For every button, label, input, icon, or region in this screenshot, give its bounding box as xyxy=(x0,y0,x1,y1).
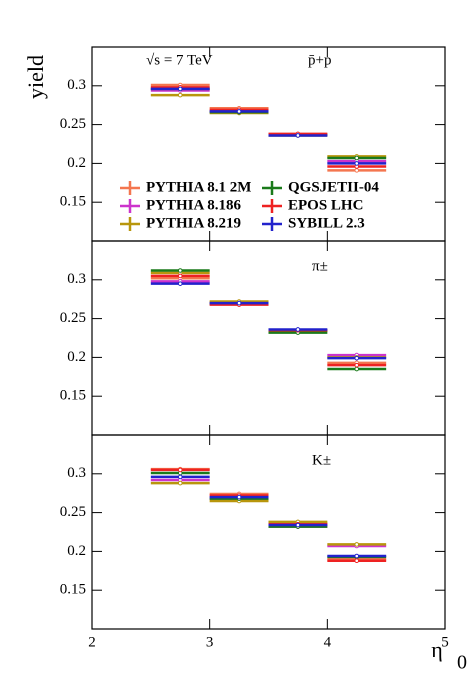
point xyxy=(295,522,301,528)
point xyxy=(236,109,242,114)
point xyxy=(177,474,183,480)
point xyxy=(354,362,360,368)
point xyxy=(354,355,360,361)
x-tick-label: 2 xyxy=(88,634,96,650)
annotation: p̄+p xyxy=(308,52,331,68)
legend-label: SYBILL 2.3 xyxy=(288,215,365,231)
point xyxy=(177,92,183,98)
point xyxy=(177,268,183,273)
annotation: π± xyxy=(312,258,328,274)
y-axis-label: yield xyxy=(23,55,48,99)
x-tick-label: 5 xyxy=(441,634,449,650)
point xyxy=(354,558,360,564)
frame xyxy=(91,46,446,242)
frame xyxy=(91,240,446,436)
y-tick-label: 0.3 xyxy=(67,271,86,287)
point xyxy=(354,155,360,161)
x-axis-label: η xyxy=(431,637,443,662)
point xyxy=(354,366,360,372)
annotation: K± xyxy=(312,452,331,468)
y-tick-label: 0.3 xyxy=(67,77,86,93)
point xyxy=(177,281,183,286)
point xyxy=(354,553,360,559)
x-tick-label: 4 xyxy=(324,634,332,650)
annotation: √s = 7 TeV xyxy=(146,52,213,68)
y-tick-label: 0.2 xyxy=(67,349,86,365)
legend-label: PYTHIA 8.1 2M xyxy=(146,179,251,195)
y-tick-label: 0.2 xyxy=(67,155,86,171)
point xyxy=(354,161,360,166)
y-tick-label: 0.15 xyxy=(60,388,86,404)
annotation: 0 xyxy=(457,652,467,674)
y-tick-label: 0.2 xyxy=(67,543,86,559)
legend-label: PYTHIA 8.186 xyxy=(146,197,242,213)
y-tick-label: 0.15 xyxy=(60,582,86,598)
y-tick-label: 0.25 xyxy=(60,504,86,520)
legend-label: QGSJETII-04 xyxy=(288,179,379,195)
point xyxy=(177,467,183,473)
frame xyxy=(91,434,446,630)
y-tick-label: 0.25 xyxy=(60,116,86,132)
point xyxy=(236,494,242,500)
legend-label: PYTHIA 8.219 xyxy=(146,215,241,231)
point xyxy=(236,300,242,306)
point xyxy=(295,133,301,138)
y-tick-label: 0.25 xyxy=(60,310,86,326)
point xyxy=(354,168,360,173)
legend-label: EPOS LHC xyxy=(288,197,363,213)
y-tick-label: 0.15 xyxy=(60,194,86,210)
point xyxy=(177,480,183,486)
x-tick-label: 3 xyxy=(206,634,214,650)
y-tick-label: 0.3 xyxy=(67,465,86,481)
point xyxy=(177,273,183,279)
point xyxy=(295,327,301,332)
point xyxy=(354,542,360,547)
point xyxy=(177,86,183,92)
